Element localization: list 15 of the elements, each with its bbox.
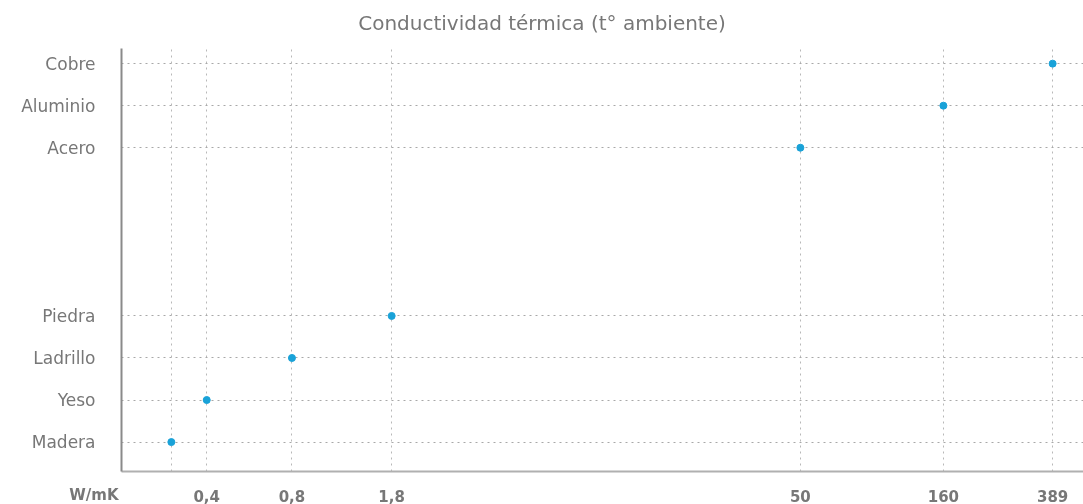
x-tick-label: 389 (1036, 487, 1069, 504)
x-tick-label: 0,8 (278, 487, 306, 504)
y-tick-label: Yeso (56, 390, 96, 411)
y-tick-label: Ladrillo (33, 347, 96, 368)
x-tick-label: 1,8 (378, 487, 405, 504)
y-tick-label: Madera (31, 432, 96, 453)
x-tick-label: 0,4 (193, 487, 221, 504)
x-tick-label: 160 (927, 487, 960, 504)
y-tick-label: Cobre (45, 53, 96, 74)
y-tick-label: Aluminio (21, 95, 96, 116)
y-tick-label: Acero (47, 137, 96, 158)
y-tick-label: Piedra (42, 305, 96, 326)
chart-title: Conductividad térmica (t° ambiente) (358, 10, 726, 35)
x-tick-label: 50 (789, 487, 811, 504)
x-axis-title: W/mK (69, 485, 120, 504)
